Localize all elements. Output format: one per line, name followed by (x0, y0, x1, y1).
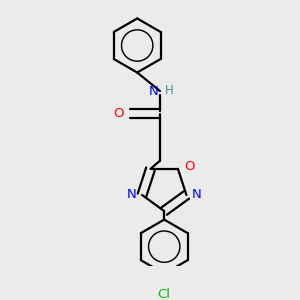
Text: N: N (191, 188, 201, 202)
Text: N: N (149, 85, 158, 98)
Text: O: O (184, 160, 195, 173)
Text: N: N (127, 188, 137, 202)
Text: O: O (113, 107, 124, 120)
Text: Cl: Cl (158, 289, 171, 300)
Text: H: H (165, 84, 174, 97)
